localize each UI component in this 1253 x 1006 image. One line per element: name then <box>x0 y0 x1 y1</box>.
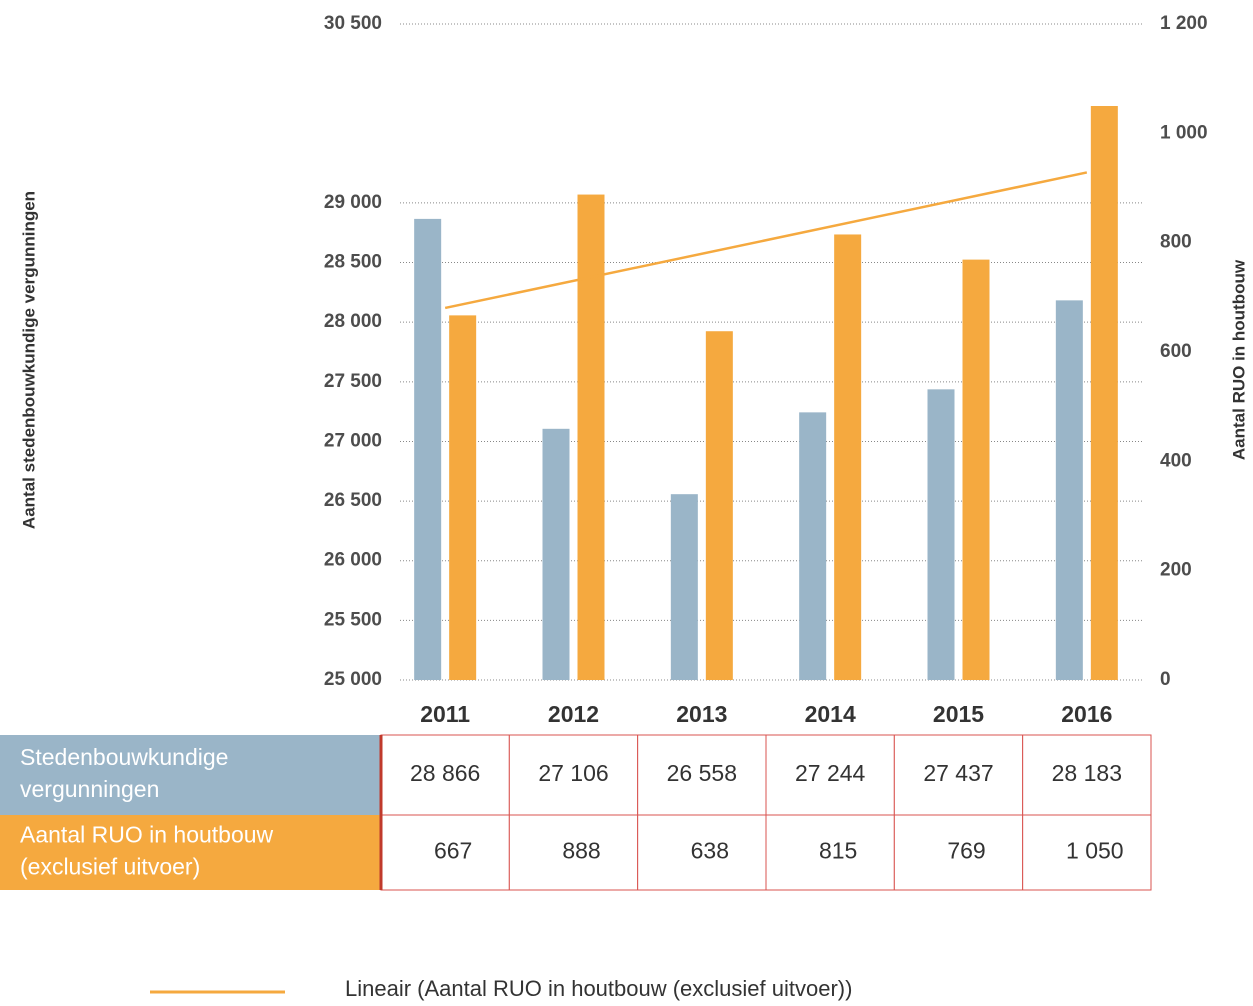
bar <box>670 494 698 680</box>
bar <box>962 259 990 680</box>
y-tick-label: 28 000 <box>324 311 382 332</box>
y2-axis-title: Aantal RUO in houtbouw <box>1229 259 1248 460</box>
table-cell <box>637 814 767 891</box>
x-tick-label: 2016 <box>1061 701 1112 727</box>
table-cell <box>508 814 639 891</box>
table-cell <box>1022 814 1152 891</box>
y-tick-label: 29 000 <box>324 192 382 213</box>
table-cell <box>765 814 895 891</box>
bar <box>927 389 955 680</box>
table-value: 27 106 <box>538 760 608 786</box>
table-value: 27 244 <box>795 760 866 786</box>
table-cell <box>380 814 510 891</box>
y-tick-label: 30 500 <box>324 13 382 34</box>
bar <box>414 218 442 680</box>
bar <box>705 331 733 680</box>
x-tick-label: 2011 <box>420 701 470 727</box>
bar <box>577 194 605 680</box>
table-value: 27 437 <box>923 760 993 786</box>
y-tick-label: 27 500 <box>324 371 382 392</box>
table-header-cell <box>0 735 381 815</box>
table-value: 28 183 <box>1052 760 1122 786</box>
bar <box>542 428 570 680</box>
y2-tick-label: 800 <box>1160 232 1192 253</box>
table-value: 769 <box>947 838 985 864</box>
table-value: 815 <box>819 838 857 864</box>
trendline <box>444 171 1088 310</box>
bar <box>1090 106 1118 680</box>
y2-tick-label: 0 <box>1160 669 1171 690</box>
y-tick-label: 27 000 <box>324 430 382 451</box>
y-tick-label: 26 500 <box>324 490 382 511</box>
table-value: 888 <box>562 838 600 864</box>
y2-tick-label: 1 200 <box>1160 13 1208 34</box>
x-tick-label: 2015 <box>933 701 984 727</box>
table-header-cell <box>0 815 381 890</box>
y-tick-label: 25 500 <box>324 609 382 630</box>
bar <box>799 412 827 680</box>
bar <box>834 234 862 680</box>
y2-tick-label: 1 000 <box>1160 122 1208 143</box>
bar <box>1055 300 1083 680</box>
y2-tick-label: 400 <box>1160 450 1192 471</box>
x-tick-label: 2014 <box>805 701 856 727</box>
table-row-label: Aantal RUO in houtbouw (exclusief uitvoer… <box>20 822 274 880</box>
table-cell <box>508 734 639 816</box>
table-cell <box>380 734 510 816</box>
table-value: 1 050 <box>1066 838 1124 864</box>
legend-label: Lineair (Aantal RUO in houtbouw (exclusi… <box>345 976 852 1001</box>
table-value: 638 <box>691 838 729 864</box>
table-row-label: Stedenbouwkundige vergunningen <box>20 744 228 802</box>
y-tick-label: 26 000 <box>324 550 382 571</box>
y2-tick-label: 200 <box>1160 560 1192 581</box>
x-tick-label: 2013 <box>676 701 727 727</box>
x-tick-label: 2012 <box>548 701 599 727</box>
bar <box>449 315 477 680</box>
y-axis-title: Aantal stedenbouwkundige vergunningen <box>19 191 38 529</box>
table-cell <box>1022 734 1152 816</box>
y2-tick-label: 600 <box>1160 341 1192 362</box>
table-cell <box>765 734 895 816</box>
table-cell <box>637 734 767 816</box>
table-value: 28 866 <box>410 760 480 786</box>
table-value: 26 558 <box>667 760 737 786</box>
table-value: 667 <box>434 838 472 864</box>
y-tick-label: 25 000 <box>324 669 382 690</box>
table-cell <box>893 814 1024 891</box>
y-tick-label: 28 500 <box>324 252 382 273</box>
